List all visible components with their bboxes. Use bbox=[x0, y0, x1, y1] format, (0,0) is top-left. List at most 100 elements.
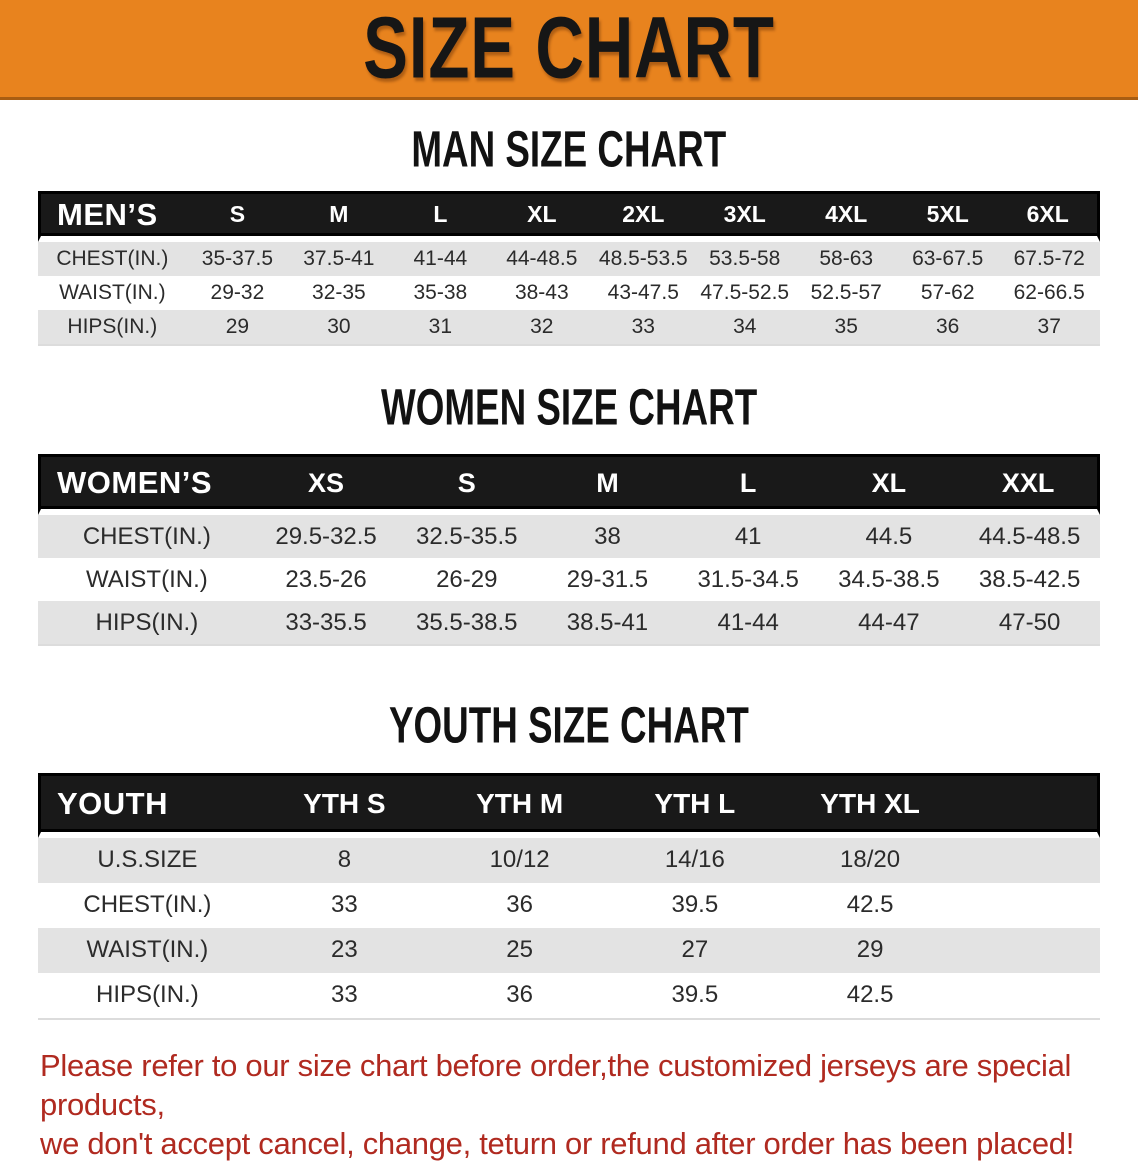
youth-table-row: WAIST(IN.) 23 25 27 29 bbox=[38, 927, 1100, 973]
youth-table-row: U.S.SIZE 8 10/12 14/16 18/20 bbox=[38, 837, 1100, 883]
measurement-value: 42.5 bbox=[846, 891, 894, 919]
page-title: SIZE CHART bbox=[363, 0, 775, 97]
measurement-value: 63-67.5 bbox=[912, 246, 984, 270]
measurement-value: 36 bbox=[936, 314, 960, 338]
women-section-heading-text: WOMEN SIZE CHART bbox=[380, 377, 758, 436]
measurement-value: 32 bbox=[530, 314, 554, 338]
measurement-value: 30 bbox=[327, 314, 351, 338]
women-size-column-header: XXL bbox=[959, 454, 1100, 516]
measurement-value: 31 bbox=[428, 314, 453, 338]
women-table-row: HIPS(IN.) 33-35.5 35.5-38.5 38.5-41 41-44 44-… bbox=[38, 601, 1100, 645]
women-table-header-row: WOMEN’S XS S M L XL XXL bbox=[38, 454, 1100, 516]
banner: SIZE CHART bbox=[0, 0, 1138, 100]
measurement-value: 39.5 bbox=[671, 981, 719, 1009]
youth-size-column-header: YTH XL bbox=[782, 772, 958, 838]
men-table-row: WAIST(IN.) 29-32 32-35 35-38 38-43 43-47.5 47.… bbox=[38, 275, 1100, 310]
measurement-value: 29.5-32.5 bbox=[275, 522, 377, 550]
measurement-value: 38.5-42.5 bbox=[978, 565, 1081, 593]
men-size-column-header: S bbox=[186, 190, 289, 242]
row-filler-cell bbox=[958, 883, 1100, 928]
measurement-value: 33 bbox=[631, 314, 655, 338]
men-table-header-row: MEN’S S M L XL 2XL 3XL 4XL 5XL 6XL bbox=[38, 190, 1100, 242]
measurement-label: CHEST(IN.) bbox=[82, 522, 211, 550]
measurement-value: 27 bbox=[681, 936, 709, 964]
measurement-value: 18/20 bbox=[840, 846, 901, 874]
measurement-value: 36 bbox=[506, 891, 533, 919]
men-section-heading: MAN SIZE CHART bbox=[38, 121, 1100, 176]
measurement-label: HIPS(IN.) bbox=[95, 608, 199, 636]
youth-size-table: YOUTH YTH S YTH M YTH L YTH XL U.S.SIZE 8 10/12… bbox=[38, 772, 1100, 1020]
measurement-value: 58-63 bbox=[819, 246, 874, 270]
measurement-value: 42.5 bbox=[846, 981, 894, 1009]
disclaimer-text: Please refer to our size chart before or… bbox=[38, 1046, 1100, 1163]
youth-table-label: YOUTH bbox=[38, 772, 257, 838]
measurement-value: 44-48.5 bbox=[506, 246, 578, 270]
measurement-label: WAIST(IN.) bbox=[59, 280, 166, 304]
measurement-value: 35-38 bbox=[413, 280, 468, 304]
women-table-row: WAIST(IN.) 23.5-26 26-29 29-31.5 31.5-34.5 34… bbox=[38, 558, 1100, 602]
women-size-table: WOMEN’S XS S M L XL XXL CHEST(IN.) 29.5-32.5 32.5… bbox=[38, 454, 1100, 647]
women-table-row: CHEST(IN.) 29.5-32.5 32.5-35.5 38 41 44.5 44.5… bbox=[38, 515, 1100, 559]
measurement-value: 38 bbox=[594, 522, 621, 550]
measurement-label: CHEST(IN.) bbox=[83, 891, 212, 919]
measurement-value: 44.5 bbox=[865, 522, 913, 550]
measurement-value: 10/12 bbox=[489, 846, 550, 874]
measurement-label: WAIST(IN.) bbox=[86, 936, 209, 964]
women-size-column-header: M bbox=[537, 454, 678, 516]
measurement-value: 43-47.5 bbox=[607, 280, 679, 304]
measurement-value: 62-66.5 bbox=[1013, 280, 1085, 304]
youth-section-heading-text: YOUTH SIZE CHART bbox=[389, 696, 749, 754]
row-filler-cell bbox=[958, 973, 1100, 1018]
measurement-value: 26-29 bbox=[436, 565, 498, 593]
men-section: MAN SIZE CHART MEN’S S M L XL 2XL 3XL 4XL 5XL 6XL… bbox=[38, 121, 1100, 346]
measurement-value: 29-32 bbox=[210, 280, 265, 304]
men-size-column-header: 6XL bbox=[998, 190, 1100, 242]
row-filler-cell bbox=[958, 838, 1100, 883]
measurement-value: 37 bbox=[1037, 314, 1061, 338]
measurement-label: CHEST(IN.) bbox=[56, 246, 169, 270]
disclaimer-line-2: we don't accept cancel, change, teturn o… bbox=[40, 1125, 1075, 1161]
women-section: WOMEN SIZE CHART WOMEN’S XS S M L XL XXL CHEST(… bbox=[38, 377, 1100, 647]
measurement-value: 23.5-26 bbox=[285, 565, 367, 593]
measurement-value: 39.5 bbox=[671, 891, 719, 919]
measurement-value: 44.5-48.5 bbox=[978, 522, 1081, 550]
men-table-label: MEN’S bbox=[38, 190, 187, 242]
men-size-column-header: L bbox=[389, 190, 492, 242]
women-section-heading: WOMEN SIZE CHART bbox=[38, 377, 1100, 436]
measurement-value: 32.5-35.5 bbox=[416, 522, 518, 550]
women-table-label: WOMEN’S bbox=[38, 454, 256, 516]
measurement-value: 48.5-53.5 bbox=[598, 246, 688, 270]
measurement-value: 47.5-52.5 bbox=[700, 280, 790, 304]
measurement-value: 14/16 bbox=[664, 846, 725, 874]
measurement-value: 33 bbox=[331, 981, 358, 1009]
men-size-column-header: XL bbox=[491, 190, 593, 242]
measurement-value: 34 bbox=[733, 314, 757, 338]
measurement-value: 67.5-72 bbox=[1013, 246, 1085, 270]
measurement-value: 57-62 bbox=[920, 280, 975, 304]
header-filler-cell bbox=[957, 772, 1100, 838]
measurement-value: 31.5-34.5 bbox=[697, 565, 799, 593]
youth-section: YOUTH SIZE CHART YOUTH YTH S YTH M YTH L YTH… bbox=[38, 696, 1100, 1020]
measurement-value: 34.5-38.5 bbox=[838, 565, 940, 593]
measurement-value: 23 bbox=[331, 936, 358, 964]
men-table-row: CHEST(IN.) 35-37.5 37.5-41 41-44 44-48.5 48.5… bbox=[38, 241, 1100, 276]
men-size-column-header: 2XL bbox=[592, 190, 695, 242]
measurement-value: 44-47 bbox=[858, 608, 920, 636]
size-chart-content: MAN SIZE CHART MEN’S S M L XL 2XL 3XL 4XL 5XL 6XL… bbox=[0, 121, 1138, 1163]
measurement-value: 41-44 bbox=[717, 608, 779, 636]
measurement-value: 25 bbox=[506, 936, 533, 964]
youth-table-row: HIPS(IN.) 33 36 39.5 42.5 bbox=[38, 972, 1100, 1018]
measurement-value: 53.5-58 bbox=[709, 246, 781, 270]
measurement-value: 52.5-57 bbox=[810, 280, 882, 304]
youth-table-header-row: YOUTH YTH S YTH M YTH L YTH XL bbox=[38, 772, 1100, 838]
measurement-value: 41-44 bbox=[413, 246, 468, 270]
youth-size-column-header: YTH S bbox=[256, 772, 432, 838]
measurement-value: 41 bbox=[734, 522, 762, 550]
measurement-value: 36 bbox=[506, 981, 533, 1009]
measurement-label: WAIST(IN.) bbox=[85, 565, 208, 593]
youth-table-row: CHEST(IN.) 33 36 39.5 42.5 bbox=[38, 882, 1100, 928]
measurement-value: 38.5-41 bbox=[566, 608, 649, 636]
men-size-table: MEN’S S M L XL 2XL 3XL 4XL 5XL 6XL CHEST(IN.) 35-37… bbox=[38, 190, 1100, 346]
measurement-value: 38-43 bbox=[514, 280, 569, 304]
measurement-value: 35.5-38.5 bbox=[416, 608, 518, 636]
